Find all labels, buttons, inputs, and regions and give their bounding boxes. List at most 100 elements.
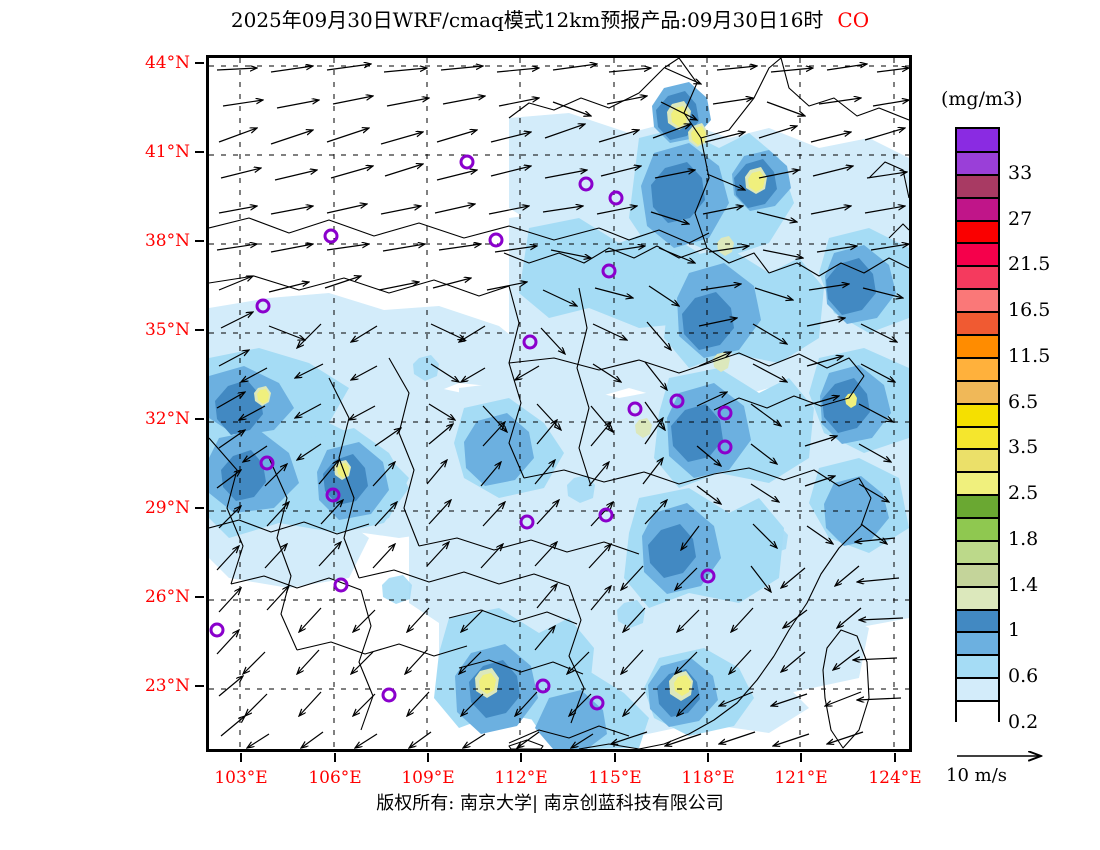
title-main-text: 2025年09月30日WRF/cmaq模式12km预报产品:09月30日16时	[230, 8, 824, 32]
city-marker[interactable]	[669, 393, 685, 409]
colorbar-separator	[957, 677, 998, 680]
y-tick	[195, 685, 204, 687]
colorbar-band	[957, 563, 998, 587]
colorbar-separator	[957, 219, 998, 222]
city-marker[interactable]	[717, 439, 733, 455]
city-marker[interactable]	[323, 228, 339, 244]
colorbar	[955, 127, 1000, 724]
colorbar-separator	[957, 700, 998, 703]
colorbar-tick-label: 1.4	[1008, 573, 1039, 596]
city-marker[interactable]	[717, 405, 733, 421]
colorbar-tick-label: 21.5	[1008, 253, 1051, 276]
colorbar-band	[957, 518, 998, 541]
colorbar-band	[957, 632, 998, 656]
wind-scale-arrow	[957, 744, 1085, 768]
colorbar-tick-label: 3.5	[1008, 436, 1039, 459]
colorbar-band	[957, 426, 998, 450]
y-tick	[195, 62, 204, 64]
colorbar-tick-label: 11.5	[1008, 344, 1051, 367]
city-marker[interactable]	[598, 507, 614, 523]
colorbar-separator	[957, 311, 998, 314]
x-tick	[334, 753, 336, 762]
colorbar-units-label: (mg/m3)	[941, 88, 1023, 110]
city-marker[interactable]	[209, 622, 225, 638]
colorbar-separator	[957, 242, 998, 245]
lat-lon-gridlines	[209, 58, 909, 749]
y-tick	[195, 418, 204, 420]
colorbar-tick-label: 33	[1008, 161, 1033, 184]
city-marker[interactable]	[488, 232, 504, 248]
colorbar-separator	[957, 265, 998, 268]
concentration-contour-fills	[209, 82, 909, 749]
city-marker[interactable]	[255, 298, 271, 314]
colorbar-tick-label: 27	[1008, 207, 1033, 230]
x-axis-label: 109°E	[401, 768, 455, 788]
city-marker-group	[209, 154, 733, 711]
y-tick	[195, 240, 204, 242]
colorbar-separator	[957, 585, 998, 588]
y-axis-label: 41°N	[144, 142, 190, 162]
y-axis-label: 23°N	[144, 676, 190, 696]
colorbar-band	[957, 197, 998, 221]
x-axis-label: 112°E	[494, 768, 548, 788]
y-tick	[195, 507, 204, 509]
city-marker[interactable]	[522, 334, 538, 350]
colorbar-separator	[957, 356, 998, 359]
city-marker[interactable]	[578, 176, 594, 192]
city-marker[interactable]	[259, 455, 275, 471]
y-axis-label: 29°N	[144, 498, 190, 518]
x-tick	[240, 753, 242, 762]
city-marker[interactable]	[627, 401, 643, 417]
colorbar-tick-label: 1.8	[1008, 527, 1039, 550]
city-marker[interactable]	[589, 695, 605, 711]
colorbar-tick-label: 0.2	[1008, 711, 1039, 733]
colorbar-band	[957, 174, 998, 198]
city-marker[interactable]	[333, 577, 349, 593]
colorbar-separator	[957, 333, 998, 336]
colorbar-separator	[957, 379, 998, 382]
wind-scale-label: 10 m/s	[946, 765, 1007, 786]
x-axis-label: 115°E	[588, 768, 642, 788]
colorbar-separator	[957, 402, 998, 405]
x-axis-label: 124°E	[868, 768, 922, 788]
x-axis-label: 118°E	[681, 768, 735, 788]
city-marker[interactable]	[381, 687, 397, 703]
x-tick	[520, 753, 522, 762]
y-tick	[195, 596, 204, 598]
colorbar-band	[957, 586, 998, 610]
colorbar-separator	[957, 631, 998, 634]
colorbar-band	[957, 449, 998, 473]
y-axis-label: 35°N	[144, 320, 190, 340]
colorbar-band	[957, 380, 998, 404]
city-marker[interactable]	[700, 568, 716, 584]
colorbar-separator	[957, 288, 998, 291]
colorbar-separator	[957, 448, 998, 451]
x-axis-label: 106°E	[308, 768, 362, 788]
x-tick	[800, 753, 802, 762]
map-canvas	[209, 58, 909, 749]
colorbar-separator	[957, 425, 998, 428]
city-marker[interactable]	[325, 487, 341, 503]
colorbar-band	[957, 266, 998, 290]
x-tick	[427, 753, 429, 762]
x-tick	[614, 753, 616, 762]
colorbar-band	[957, 151, 998, 175]
y-axis-label: 32°N	[144, 409, 190, 429]
colorbar-band	[957, 540, 998, 564]
copyright-footer: 版权所有: 南京大学| 南京创蓝科技有限公司	[376, 793, 724, 814]
colorbar-tick-label: 6.5	[1008, 390, 1039, 413]
colorbar-separator	[957, 471, 998, 474]
colorbar-separator	[957, 150, 998, 153]
city-marker[interactable]	[459, 154, 475, 170]
colorbar-band	[957, 289, 998, 313]
city-marker[interactable]	[608, 190, 624, 206]
chart-title: 2025年09月30日WRF/cmaq模式12km预报产品:09月30日16时 C…	[0, 4, 1100, 33]
colorbar-band	[957, 243, 998, 267]
city-marker[interactable]	[535, 678, 551, 694]
city-marker[interactable]	[601, 263, 617, 279]
colorbar-band	[957, 495, 998, 519]
colorbar-tick-label: 16.5	[1008, 299, 1051, 322]
city-marker[interactable]	[519, 514, 535, 530]
y-axis-label: 26°N	[144, 587, 190, 607]
colorbar-band	[957, 678, 998, 702]
